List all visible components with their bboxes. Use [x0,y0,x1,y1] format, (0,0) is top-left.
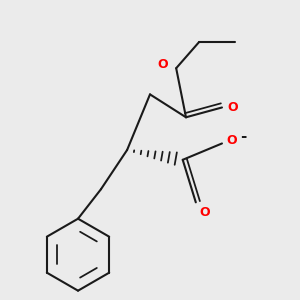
Text: O: O [226,134,237,147]
Text: -: - [241,129,247,144]
Text: O: O [158,58,168,71]
Text: O: O [199,206,210,219]
Text: O: O [227,101,238,114]
